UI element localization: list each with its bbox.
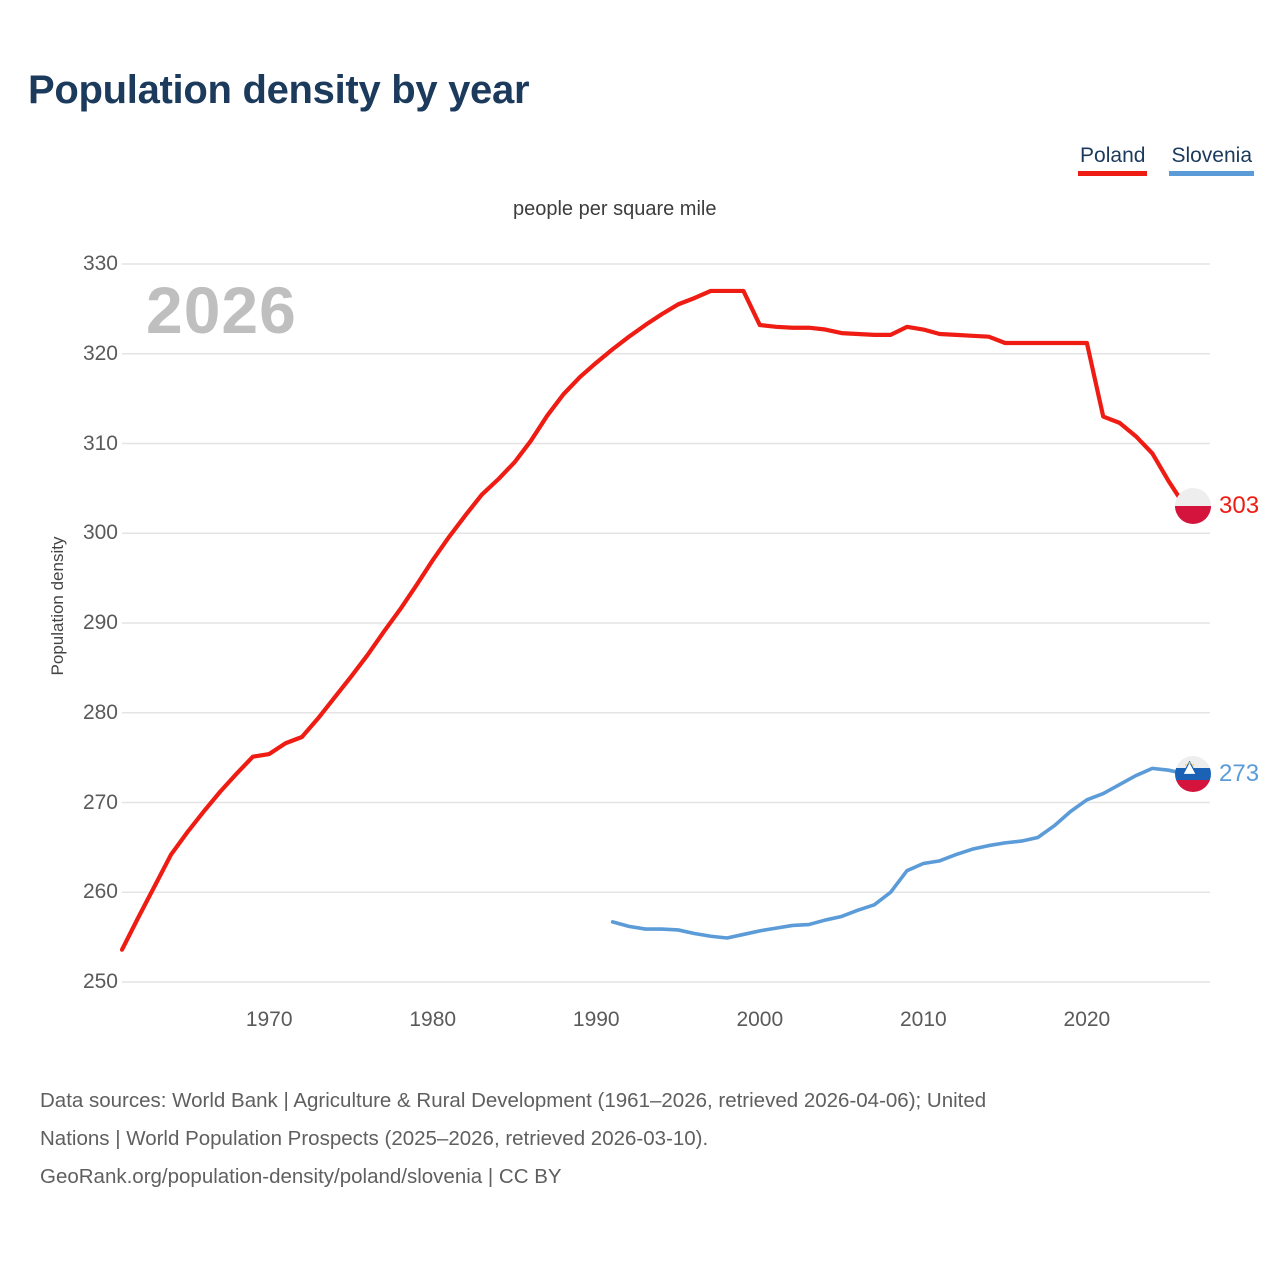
poland-flag-icon	[1175, 488, 1211, 525]
year-watermark: 2026	[146, 273, 297, 347]
y-axis-tick-label: 290	[82, 611, 118, 634]
series-line-slovenia	[610, 766, 1187, 940]
footer-line-1: Data sources: World Bank | Agriculture &…	[40, 1089, 987, 1112]
chart-footer: Data sources: World Bank | Agriculture &…	[40, 1082, 1256, 1196]
x-axis-tick-label: 1980	[409, 1008, 457, 1031]
y-axis-tick-label: 270	[82, 790, 118, 814]
legend-item-slovenia[interactable]: Slovenia	[1169, 144, 1254, 176]
x-axis-tick-label: 1970	[245, 1008, 293, 1031]
plot-area: Population density 2026 250 260 270 280 290 3…	[48, 252, 1260, 1031]
line-chart-svg	[119, 263, 1210, 983]
legend-swatch-slovenia	[1169, 171, 1254, 176]
x-axis-tick-label: 1990	[572, 1008, 620, 1031]
y-axis-tick-label: 260	[82, 880, 118, 904]
legend-label-poland: Poland	[1080, 144, 1146, 167]
chart-legend: Poland Slovenia	[1078, 144, 1254, 176]
end-value-label-slovenia: 273	[1219, 759, 1260, 787]
x-axis-tick-label: 2010	[899, 1008, 947, 1031]
footer-line-3[interactable]: GeoRank.org/population-density/poland/sl…	[40, 1165, 562, 1188]
legend-swatch-poland	[1078, 171, 1148, 176]
y-axis-tick-label: 310	[82, 431, 118, 455]
footer-line-2: Nations | World Population Prospects (20…	[40, 1127, 709, 1150]
y-axis-tick-label: 320	[82, 341, 118, 365]
y-axis-tick-label: 250	[82, 970, 118, 993]
legend-item-poland[interactable]: Poland	[1078, 144, 1148, 176]
y-axis-tick-label: 280	[82, 700, 118, 724]
page-title: Population density by year	[28, 68, 530, 112]
slovenia-flag-icon	[1175, 755, 1211, 792]
y-axis-tick-label: 300	[82, 521, 118, 545]
slovenia-crest-icon	[1182, 761, 1198, 776]
x-axis-tick-label: 2020	[1063, 1008, 1111, 1031]
legend-label-slovenia: Slovenia	[1171, 144, 1252, 167]
units-label: people per square mile	[513, 198, 717, 220]
x-axis-tick-label: 2000	[736, 1008, 784, 1031]
series-line-poland	[119, 288, 1188, 952]
y-axis-tick-label: 330	[82, 252, 118, 275]
end-value-label-poland: 303	[1219, 492, 1260, 520]
